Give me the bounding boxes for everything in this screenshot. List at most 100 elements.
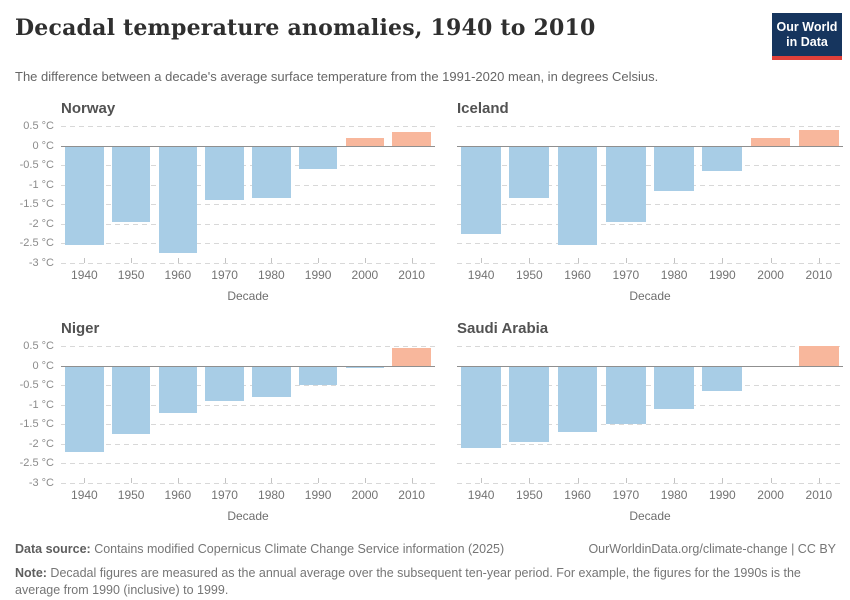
owid-logo-line1: Our World bbox=[776, 20, 838, 34]
gridline bbox=[61, 404, 435, 406]
gridline bbox=[61, 126, 435, 127]
gridline bbox=[61, 223, 435, 225]
gridline bbox=[61, 263, 435, 264]
y-tick-label: -2 °C bbox=[28, 437, 54, 450]
chart-body-niger: Niger 1940 1950 1960 1970 1980 1990 2000 2010 Dec… bbox=[61, 319, 435, 523]
plot-area-iceland bbox=[457, 126, 843, 264]
bar-norway-1990 bbox=[298, 145, 338, 170]
x-tick-label: 1970 bbox=[211, 268, 238, 282]
x-tick-label: 1970 bbox=[612, 488, 640, 502]
y-tick-label: -1.5 °C bbox=[19, 418, 54, 431]
y-tick-label: 0.5 °C bbox=[23, 340, 54, 352]
x-tick-label: 2000 bbox=[351, 268, 379, 282]
gridline bbox=[457, 463, 843, 465]
bar-niger-1980 bbox=[252, 365, 291, 397]
gridline bbox=[457, 424, 843, 426]
x-tick-label: 1980 bbox=[258, 488, 285, 502]
bar-saudi-arabia-1990 bbox=[702, 365, 743, 391]
x-tick-mark bbox=[271, 258, 273, 263]
x-tick-mark bbox=[674, 478, 676, 483]
zero-axis-line bbox=[457, 145, 843, 148]
page-title: Decadal temperature anomalies, 1940 to 2… bbox=[15, 15, 596, 41]
x-tick-mark bbox=[131, 258, 133, 263]
x-axis-niger: 1940 1950 1960 1970 1980 1990 2000 2010 bbox=[61, 488, 435, 502]
gridline bbox=[61, 165, 435, 167]
y-tick-label: -1 °C bbox=[28, 398, 54, 411]
zero-axis-line bbox=[61, 145, 435, 148]
zero-axis-line bbox=[457, 365, 843, 368]
bar-norway-2010 bbox=[392, 131, 431, 146]
chart-title-niger: Niger bbox=[61, 320, 100, 337]
footnote-text: Decadal figures are measured as the annu… bbox=[15, 566, 801, 597]
y-tick-label: -1 °C bbox=[28, 178, 54, 191]
x-tick-mark bbox=[770, 478, 772, 483]
charts-grid: 0.5 °C 0 °C -0.5 °C -1 °C -1.5 °C -2 °C -2.5 °… bbox=[15, 99, 843, 523]
x-tick-label: 1960 bbox=[164, 488, 192, 502]
gridline bbox=[61, 443, 435, 445]
x-tick-label: 1990 bbox=[304, 488, 332, 502]
plot-area-niger bbox=[61, 346, 435, 484]
x-tick-label: 1950 bbox=[516, 488, 543, 502]
gridline bbox=[457, 443, 843, 445]
x-tick-mark bbox=[625, 258, 627, 263]
x-tick-label: 1970 bbox=[211, 488, 238, 502]
bar-norway-1960 bbox=[158, 145, 198, 254]
bar-iceland-2010 bbox=[798, 129, 839, 146]
x-tick-label: 1990 bbox=[304, 268, 332, 282]
x-tick-label: 2010 bbox=[805, 488, 833, 502]
x-tick-label: 1980 bbox=[660, 488, 688, 502]
plot-area-saudi-arabia bbox=[457, 346, 843, 484]
bar-saudi-arabia-1970 bbox=[605, 365, 646, 425]
x-tick-label: 2010 bbox=[805, 268, 833, 282]
gridline bbox=[61, 243, 435, 245]
x-tick-mark bbox=[674, 258, 676, 263]
bar-saudi-arabia-1960 bbox=[557, 365, 598, 433]
y-axis-niger: 0.5 °C 0 °C -0.5 °C -1 °C -1.5 °C -2 °C -2.5 °… bbox=[15, 340, 61, 489]
gridline bbox=[61, 463, 435, 465]
x-tick-mark bbox=[411, 258, 413, 263]
footnote-label: Note: bbox=[15, 566, 47, 580]
y-tick-label: -3 °C bbox=[28, 477, 54, 489]
x-tick-label: 1950 bbox=[117, 268, 145, 282]
chart-panel-niger: 0.5 °C 0 °C -0.5 °C -1 °C -1.5 °C -2 °C -2.5 °… bbox=[15, 319, 435, 523]
bar-iceland-1990 bbox=[702, 145, 743, 171]
bar-niger-1960 bbox=[158, 365, 198, 413]
x-tick-label: 1990 bbox=[709, 488, 736, 502]
x-tick-label: 1940 bbox=[467, 268, 495, 282]
chart-title-saudi-arabia: Saudi Arabia bbox=[457, 320, 549, 337]
y-tick-label: -2.5 °C bbox=[19, 457, 54, 470]
x-tick-mark bbox=[722, 258, 724, 263]
x-axis-saudi-arabia: 1940 1950 1960 1970 1980 1990 2000 2010 bbox=[457, 488, 843, 502]
owid-logo[interactable]: Our World in Data bbox=[772, 13, 842, 60]
y-tick-label: -1.5 °C bbox=[19, 198, 54, 211]
chart-body-norway: Norway 1940 1950 1960 1970 1980 1990 2000 2010 De… bbox=[61, 99, 435, 303]
gridline bbox=[61, 204, 435, 206]
bar-niger-1950 bbox=[111, 365, 151, 435]
chart-body-iceland: Iceland 1940 1950 1960 1970 1980 1990 2000 2010 D… bbox=[457, 99, 843, 303]
y-tick-label: -0.5 °C bbox=[19, 379, 54, 392]
y-tick-label: -3 °C bbox=[28, 257, 54, 269]
x-tick-label: 1940 bbox=[71, 268, 98, 282]
x-axis-norway: 1940 1950 1960 1970 1980 1990 2000 2010 bbox=[61, 268, 435, 282]
gridline bbox=[457, 243, 843, 245]
bar-iceland-1940 bbox=[461, 145, 501, 234]
owid-url-link[interactable]: OurWorldinData.org/climate-change | CC B… bbox=[588, 542, 836, 556]
y-tick-label: 0 °C bbox=[32, 139, 54, 152]
bar-saudi-arabia-1950 bbox=[509, 365, 550, 442]
x-tick-label: 2000 bbox=[757, 268, 784, 282]
x-tick-mark bbox=[818, 258, 820, 263]
x-tick-label: 2010 bbox=[398, 268, 425, 282]
y-tick-label: -2 °C bbox=[28, 217, 54, 230]
x-tick-label: 2010 bbox=[398, 488, 425, 502]
chart-panel-saudi-arabia: Saudi Arabia 1940 1950 1960 1970 1980 1990 2000… bbox=[445, 319, 843, 523]
y-axis-norway: 0.5 °C 0 °C -0.5 °C -1 °C -1.5 °C -2 °C -2.5 °… bbox=[15, 120, 61, 269]
x-tick-mark bbox=[577, 258, 579, 263]
bar-saudi-arabia-1940 bbox=[461, 365, 501, 448]
chart-footer: Data source: Contains modified Copernicu… bbox=[15, 541, 842, 599]
gridline bbox=[457, 126, 843, 127]
x-tick-label: 1950 bbox=[117, 488, 145, 502]
x-tick-mark bbox=[625, 478, 627, 483]
x-tick-mark bbox=[529, 258, 531, 263]
x-tick-label: 1990 bbox=[709, 268, 736, 282]
